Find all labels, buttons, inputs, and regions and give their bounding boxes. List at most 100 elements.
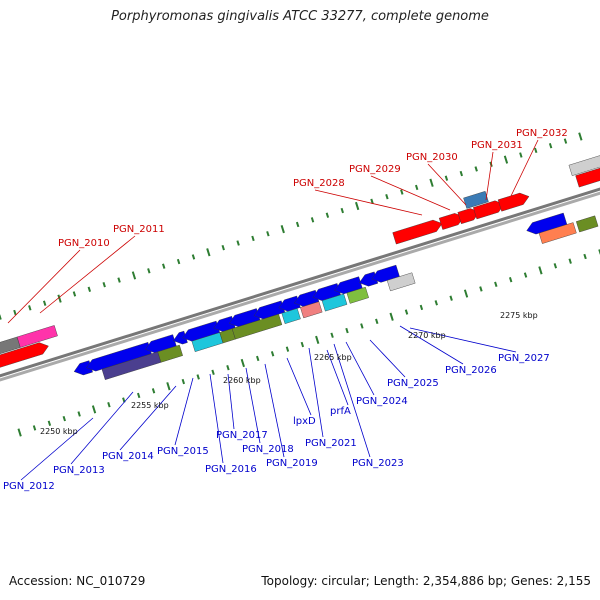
gene-label-prfa: prfA [330,406,351,417]
reverse-gene-arrow [526,212,568,235]
scale-tick [360,323,364,329]
reverse-gene-arrow [253,300,286,320]
scale-tick [0,314,2,320]
scale-tick [325,212,330,218]
leader-line [245,367,261,444]
leader-line [227,373,235,430]
gene-label-pgn_2027: PGN_2027 [498,353,550,364]
scale-tick [162,263,166,269]
gene-label-pgn_2032: PGN_2032 [516,128,568,139]
scale-tick [91,405,97,414]
scale-tick [147,268,151,274]
scale-tick [385,194,389,200]
gene-label-pgn_2017: PGN_2017 [216,430,268,441]
reverse-gene-block [386,272,416,292]
leader-line [308,347,324,438]
leader-line [209,373,224,464]
leader-line [333,343,371,458]
scale-tick [503,155,509,164]
scale-tick [196,374,200,380]
scale-tick [563,138,568,144]
scale-tick [444,175,449,181]
scale-tick [419,304,424,311]
feature-blocks [0,155,600,380]
gene-label-pgn_2011: PGN_2011 [113,224,165,235]
gene-label-pgn_2018: PGN_2018 [242,444,294,455]
scale-tick [221,244,225,251]
reverse-gene-arrow [371,264,400,283]
leader-line [409,327,517,353]
leader-line [369,339,406,378]
scale-tick [508,276,513,283]
leader-line [485,151,494,201]
scale-tick [131,271,137,280]
scale-tick [330,332,334,338]
scale-tick [310,217,315,223]
scale-tick [72,291,77,297]
gene-label-pgn_2016: PGN_2016 [205,464,257,475]
scale-tick [77,411,81,417]
reverse-gene-block [300,301,323,319]
scale-tick [28,305,32,311]
map-title: Porphyromonas gingivalis ATCC 33277, com… [111,9,489,24]
scale-tick [459,170,464,177]
scale-tick [414,184,419,191]
gene-label-pgn_2015: PGN_2015 [157,446,209,457]
gene-label-pgn_2012: PGN_2012 [3,481,55,492]
scale-tick [285,346,290,352]
scale-tick [434,300,438,306]
gene-label-pgn_2019: PGN_2019 [266,458,318,469]
scale-tick [13,309,17,316]
scale-tick [345,327,349,334]
gene-label-pgn_2026: PGN_2026 [445,365,497,376]
scale-tick [355,201,360,211]
leader-line [370,175,451,211]
leader-line [399,325,464,365]
gene-label-pgn_2029: PGN_2029 [349,164,401,175]
scale-tick [474,166,478,172]
scale-label: 2255 kbp [131,401,169,410]
scale-tick [151,388,156,394]
scale-tick [340,207,344,214]
scale-tick [494,281,498,287]
scale-tick [236,240,240,246]
scale-tick [87,286,92,293]
scale-tick [107,402,111,408]
reverse-gene-block [157,344,183,363]
reverse-gene-block [321,293,348,312]
scale-tick [583,253,587,260]
leader-line [119,385,177,451]
scale-tick [42,300,47,306]
genome-backbone [0,187,600,382]
gene-label-pgn_2030: PGN_2030 [406,152,458,163]
scale-tick [166,382,171,391]
gene-label-lpxd: lpxD [293,416,316,427]
leader-line [39,235,136,314]
leader-line [7,249,81,324]
forward-gene-block [568,155,600,176]
scale-tick [315,335,320,344]
backbone-line-top [0,187,600,378]
leader-line [70,391,134,465]
scale-ticks [0,132,600,437]
reverse-gene-block [231,313,283,340]
gene-label-pgn_2031: PGN_2031 [471,140,523,151]
scale-tick [578,132,583,141]
scale-tick [181,378,186,385]
scale-tick [463,289,469,298]
scale-tick [300,341,305,348]
accession-text: Accession: NC_010729 [9,574,146,588]
reverse-gene-block [538,222,577,244]
scale-tick [117,277,121,283]
scale-tick [57,294,62,303]
leader-line [286,357,312,416]
leader-line [427,163,467,206]
leader-line [510,139,539,197]
scale-tick [240,358,245,368]
scale-tick [568,258,572,264]
forward-gene-block [16,325,58,348]
scale-tick [295,221,300,228]
scale-tick [538,266,543,275]
scale-tick [429,178,434,187]
